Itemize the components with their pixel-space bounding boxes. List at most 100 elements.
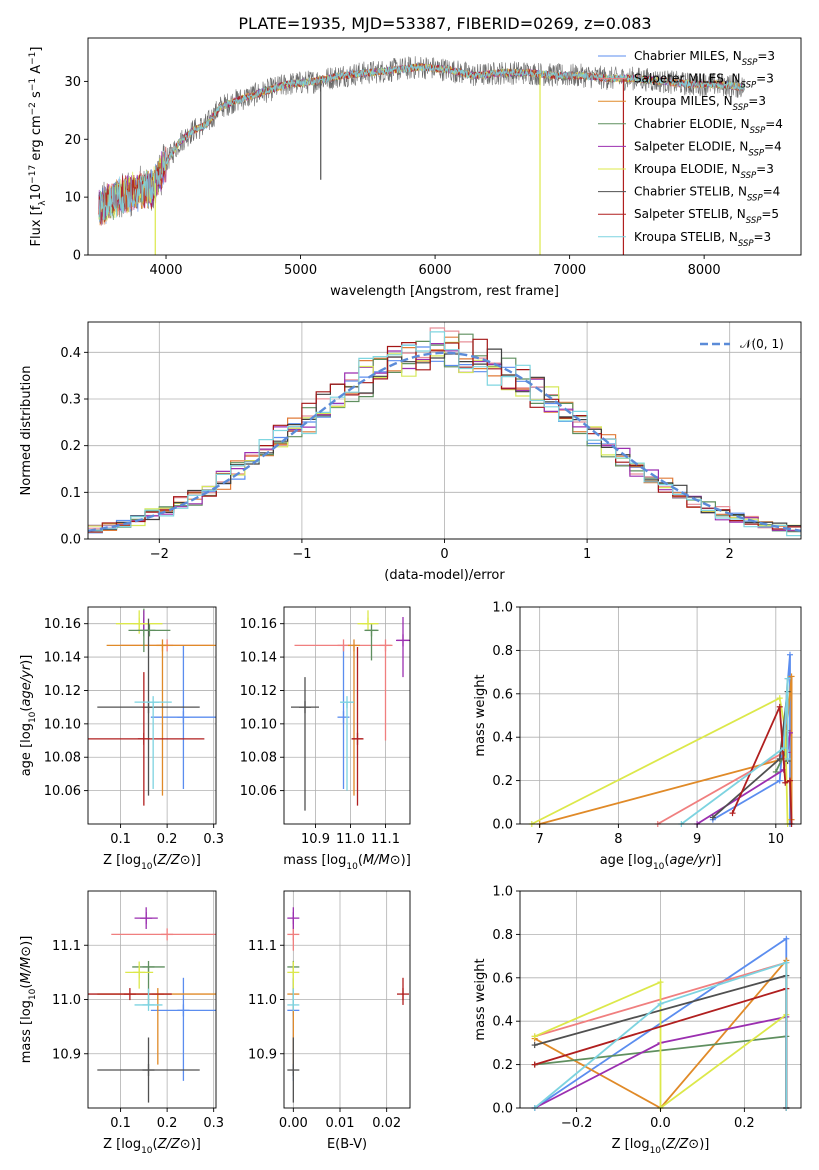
points bbox=[291, 610, 410, 811]
y-tick-label: 10.9 bbox=[52, 1047, 81, 1062]
histogram-step-8 bbox=[88, 331, 801, 537]
y-tick-label: 0.3 bbox=[60, 393, 81, 408]
legend-entry: Kroupa ELODIE, NSSP=3 bbox=[634, 162, 774, 181]
x-tick-label: 0.1 bbox=[110, 832, 131, 847]
x-tick-label: −0.2 bbox=[561, 1116, 593, 1131]
x-tick-label: 11.1 bbox=[371, 832, 400, 847]
y-tick-label: 0.8 bbox=[492, 644, 513, 659]
x-tick-label: 0.01 bbox=[326, 1116, 355, 1131]
series-lines bbox=[528, 651, 795, 827]
y-axis-label: Normed distribution bbox=[19, 366, 34, 496]
y-tick-label: 0.4 bbox=[492, 1015, 513, 1030]
y-tick-label: 0.2 bbox=[492, 1058, 513, 1073]
histograms bbox=[88, 327, 801, 537]
y-axis-label: mass [log10(M/M⊙)] bbox=[19, 936, 38, 1064]
legend-entry: 𝒩(0, 1) bbox=[740, 337, 784, 351]
points bbox=[287, 907, 409, 1103]
legend-entry: Kroupa MILES, NSSP=3 bbox=[634, 94, 766, 113]
series-line-5 bbox=[534, 980, 787, 1110]
y-tick-label: 0.0 bbox=[60, 533, 81, 548]
points bbox=[88, 907, 216, 1103]
x-tick-label: 0 bbox=[440, 547, 448, 562]
x-tick-label: −2 bbox=[150, 547, 169, 562]
y-tick-label: 1.0 bbox=[492, 601, 513, 616]
x-axis-label: Z [log10(Z/Z⊙)] bbox=[612, 1137, 710, 1156]
x-axis-label: Z [log10(Z/Z⊙)] bbox=[103, 1137, 201, 1156]
residuals-panel: −2 −1 0 1 2 0.0 0.1 0.2 0.3 0.4 (data-model)/error… bbox=[19, 321, 802, 583]
y-tick-label: 11.0 bbox=[52, 993, 81, 1008]
x-axis-label: (data-model)/error bbox=[384, 568, 505, 583]
y-tick-label: 0.0 bbox=[492, 818, 513, 833]
x-axis-label: wavelength [Angstrom, rest frame] bbox=[330, 284, 559, 299]
y-tick-label: 10.16 bbox=[44, 617, 81, 632]
y-tick-label: 0.2 bbox=[492, 774, 513, 789]
y-tick-label: 10.08 bbox=[44, 751, 81, 766]
y-tick-label: 11.0 bbox=[248, 993, 277, 1008]
y-tick-label: 1.0 bbox=[492, 885, 513, 900]
series-line-8 bbox=[534, 961, 788, 1109]
y-tick-label: 0 bbox=[73, 249, 81, 264]
y-axis-label: mass weight bbox=[473, 674, 488, 756]
x-tick-label: 10 bbox=[768, 832, 785, 847]
y-tick-label: 10.08 bbox=[240, 751, 277, 766]
x-axis-label: Z [log10(Z/Z⊙)] bbox=[103, 853, 201, 872]
y-tick-label: 10.06 bbox=[240, 784, 277, 799]
x-tick-label: 2 bbox=[726, 547, 734, 562]
mass-vs-metallicity-panel: 0.1 0.2 0.3 10.9 11.0 11.1 Z [log10(Z/Z⊙)] mass… bbox=[19, 890, 224, 1156]
x-tick-label: 7000 bbox=[553, 263, 586, 278]
x-tick-label: 0.00 bbox=[279, 1116, 308, 1131]
y-tick-label: 10.06 bbox=[44, 784, 81, 799]
x-tick-label: 0.2 bbox=[157, 832, 178, 847]
spectrum-line-8 bbox=[98, 63, 745, 222]
mass-vs-ebv-panel: 0.00 0.01 0.02 10.9 11.0 11.1 E(B-V) bbox=[248, 890, 411, 1152]
y-tick-label: 10.14 bbox=[44, 651, 81, 666]
y-tick-label: 10.12 bbox=[44, 684, 81, 699]
spectrum-panel: 4000 5000 6000 7000 8000 0 10 20 30 wavelength [A… bbox=[28, 37, 802, 299]
y-tick-label: 0.0 bbox=[492, 1102, 513, 1117]
weight-vs-metallicity-panel: −0.2 0.0 0.2 0.0 0.2 0.4 0.6 0.8 1.0 Z [log10(Z/Z… bbox=[473, 885, 802, 1156]
x-tick-label: 0.2 bbox=[157, 1116, 178, 1131]
y-tick-label: 11.1 bbox=[248, 939, 277, 954]
y-tick-label: 30 bbox=[64, 75, 81, 90]
y-tick-label: 10.14 bbox=[240, 651, 277, 666]
y-tick-label: 10.10 bbox=[240, 717, 277, 732]
points bbox=[88, 608, 216, 806]
y-axis-label: age [log10(age/yr)] bbox=[19, 655, 38, 777]
legend-entry: Kroupa STELIB, NSSP=3 bbox=[634, 230, 771, 249]
y-tick-label: 11.1 bbox=[52, 939, 81, 954]
x-tick-label: 11.0 bbox=[336, 832, 365, 847]
x-tick-label: 5000 bbox=[284, 263, 317, 278]
y-tick-label: 0.1 bbox=[60, 486, 81, 501]
x-axis-label: age [log10(age/yr)] bbox=[600, 853, 722, 872]
x-tick-label: 0.3 bbox=[203, 832, 224, 847]
axes-frame bbox=[519, 606, 802, 825]
legend-entry: Salpeter MILES, NSSP=3 bbox=[634, 72, 774, 91]
x-tick-label: 0.2 bbox=[734, 1116, 755, 1131]
y-axis-label: mass weight bbox=[473, 958, 488, 1040]
series-line-5 bbox=[531, 696, 789, 825]
legend-entry: Chabrier ELODIE, NSSP=4 bbox=[634, 117, 783, 136]
y-tick-label: 0.8 bbox=[492, 928, 513, 943]
axes-frame bbox=[283, 606, 411, 825]
spectrum-lines bbox=[98, 56, 745, 255]
x-tick-label: 0.02 bbox=[372, 1116, 401, 1131]
y-tick-label: 10 bbox=[64, 191, 81, 206]
y-tick-label: 0.2 bbox=[60, 439, 81, 454]
axes-frame bbox=[87, 37, 802, 256]
figure-title: PLATE=1935, MJD=53387, FIBERID=0269, z=0… bbox=[238, 14, 651, 33]
x-tick-label: 8 bbox=[614, 832, 622, 847]
x-tick-label: 7 bbox=[536, 832, 544, 847]
y-tick-label: 0.6 bbox=[492, 971, 513, 986]
y-tick-label: 10.12 bbox=[240, 684, 277, 699]
series-line-8 bbox=[680, 678, 789, 825]
age-vs-metallicity-panel: 0.1 0.2 0.3 10.06 10.08 10.10 10.12 10.14 10.16 Z… bbox=[19, 606, 224, 872]
x-tick-label: 4000 bbox=[149, 263, 182, 278]
y-tick-label: 10.10 bbox=[44, 717, 81, 732]
y-tick-label: 10.16 bbox=[240, 617, 277, 632]
y-tick-label: 20 bbox=[64, 133, 81, 148]
y-tick-label: 0.4 bbox=[60, 346, 81, 361]
x-axis-label: mass [log10(M/M⊙)] bbox=[283, 853, 411, 872]
legend-entry: Salpeter STELIB, NSSP=5 bbox=[634, 207, 779, 226]
x-tick-label: 6000 bbox=[419, 263, 452, 278]
